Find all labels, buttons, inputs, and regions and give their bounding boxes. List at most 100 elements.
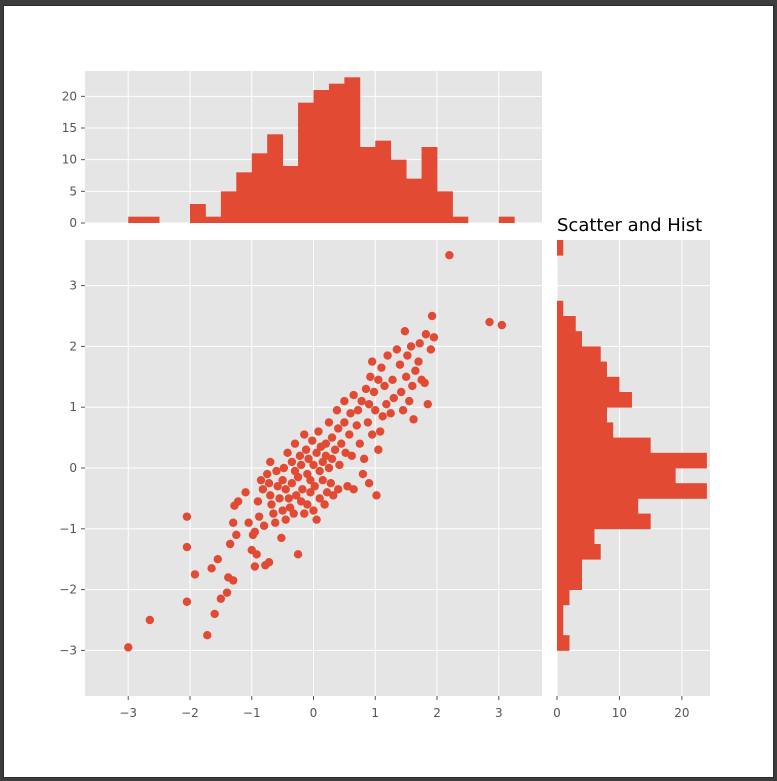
scatter-point bbox=[395, 360, 405, 369]
scatter-y-tick-label: 3 bbox=[69, 279, 77, 293]
scatter-point bbox=[355, 439, 365, 448]
scatter-point bbox=[366, 372, 375, 381]
scatter-point bbox=[250, 527, 260, 537]
scatter-point bbox=[264, 558, 274, 567]
scatter-point bbox=[182, 512, 192, 521]
scatter-point bbox=[304, 454, 313, 464]
right-histogram-bar bbox=[557, 240, 564, 256]
scatter-point bbox=[210, 609, 219, 619]
scatter-point bbox=[369, 387, 379, 397]
scatter-x-tick-label: 0 bbox=[310, 706, 318, 720]
scatter-point bbox=[374, 375, 383, 385]
scatter-point bbox=[334, 485, 343, 494]
top-histogram-bar bbox=[298, 102, 314, 223]
top-histogram-bar bbox=[313, 90, 330, 223]
top-histogram-bar bbox=[328, 83, 345, 224]
scatter-point bbox=[426, 345, 436, 354]
scatter-point bbox=[321, 439, 331, 448]
scatter-point bbox=[292, 491, 301, 500]
scatter-plot: −3 −2 −1 0 1 2 3 −3 −2 −1 0 1 2 3 bbox=[59, 240, 542, 720]
right-histogram-bar bbox=[557, 559, 582, 575]
scatter-point bbox=[232, 530, 241, 540]
scatter-point bbox=[315, 466, 324, 476]
scatter-point bbox=[222, 588, 232, 597]
scatter-point bbox=[358, 469, 368, 479]
scatter-point bbox=[345, 430, 354, 439]
scatter-point bbox=[340, 418, 349, 427]
scatter-point bbox=[229, 576, 238, 585]
scatter-point bbox=[378, 412, 387, 421]
scatter-point bbox=[124, 643, 133, 652]
top-histogram-bar bbox=[344, 77, 361, 223]
scatter-point bbox=[259, 521, 269, 530]
scatter-point bbox=[337, 439, 346, 448]
scatter-point bbox=[340, 396, 349, 406]
scatter-point bbox=[497, 320, 507, 330]
scatter-point bbox=[285, 503, 295, 512]
scatter-x-tick-label: −1 bbox=[243, 706, 261, 720]
scatter-point bbox=[300, 509, 309, 518]
top-histogram-y-tick-label: 20 bbox=[62, 89, 77, 103]
top-histogram-bar bbox=[220, 191, 237, 223]
scatter-point bbox=[361, 384, 371, 394]
scatter-point bbox=[225, 539, 235, 549]
scatter-point bbox=[283, 448, 292, 457]
scatter-point bbox=[229, 518, 238, 527]
scatter-y-tick-label: 0 bbox=[69, 461, 77, 475]
right-histogram-bar bbox=[557, 331, 582, 347]
scatter-point bbox=[411, 366, 420, 375]
scatter-point bbox=[329, 491, 338, 500]
scatter-point bbox=[398, 406, 408, 415]
scatter-point bbox=[306, 475, 315, 485]
scatter-point bbox=[145, 615, 155, 625]
right-histogram-x-tick-label: 20 bbox=[674, 706, 689, 720]
top-histogram-y-tick-label: 15 bbox=[62, 121, 77, 135]
right-histogram-bar bbox=[557, 635, 570, 651]
scatter-point bbox=[182, 597, 192, 606]
scatter-y-tick-label: −3 bbox=[59, 643, 77, 657]
right-histogram-bar bbox=[557, 392, 632, 408]
scatter-point bbox=[277, 533, 286, 543]
right-histogram-bar bbox=[557, 528, 595, 545]
right-histogram-bar bbox=[557, 437, 651, 454]
top-histogram: 0 5 10 15 20 bbox=[62, 71, 542, 230]
scatter-point bbox=[353, 406, 363, 415]
scatter-point bbox=[207, 564, 216, 573]
scatter-point bbox=[254, 512, 264, 521]
scatter-point bbox=[372, 491, 381, 500]
scatter-point bbox=[295, 451, 305, 461]
scatter-point bbox=[244, 518, 253, 527]
right-histogram-bar bbox=[557, 544, 601, 560]
scatter-point bbox=[375, 427, 385, 436]
scatter-x-tick-label: 1 bbox=[371, 706, 379, 720]
scatter-point bbox=[357, 396, 366, 406]
scatter-point bbox=[190, 570, 200, 579]
scatter-point bbox=[445, 251, 454, 260]
scatter-point bbox=[320, 500, 329, 509]
scatter-point bbox=[326, 479, 335, 488]
scatter-point bbox=[349, 485, 358, 494]
scatter-point bbox=[347, 451, 356, 461]
scatter-point bbox=[296, 460, 306, 470]
scatter-point bbox=[312, 515, 321, 524]
top-histogram-y-tick-label: 0 bbox=[69, 216, 77, 230]
scatter-point bbox=[346, 409, 355, 418]
scatter-point bbox=[374, 445, 383, 454]
scatter-x-tick-label: −3 bbox=[119, 706, 137, 720]
right-histogram-bar bbox=[557, 604, 564, 621]
top-histogram-bar bbox=[251, 153, 268, 223]
scatter-point bbox=[233, 497, 243, 506]
scatter-point bbox=[182, 542, 192, 552]
scatter-point bbox=[380, 381, 389, 391]
scatter-point bbox=[363, 418, 373, 427]
scatter-point bbox=[330, 445, 340, 454]
top-histogram-bar bbox=[128, 216, 145, 223]
scatter-point bbox=[293, 472, 303, 482]
scatter-point bbox=[267, 500, 276, 509]
scatter-point bbox=[485, 317, 494, 327]
top-histogram-bar bbox=[406, 178, 422, 223]
scatter-point bbox=[421, 330, 431, 339]
scatter-point bbox=[352, 421, 361, 430]
top-histogram-bar bbox=[390, 159, 407, 223]
right-histogram-bar bbox=[557, 589, 570, 606]
